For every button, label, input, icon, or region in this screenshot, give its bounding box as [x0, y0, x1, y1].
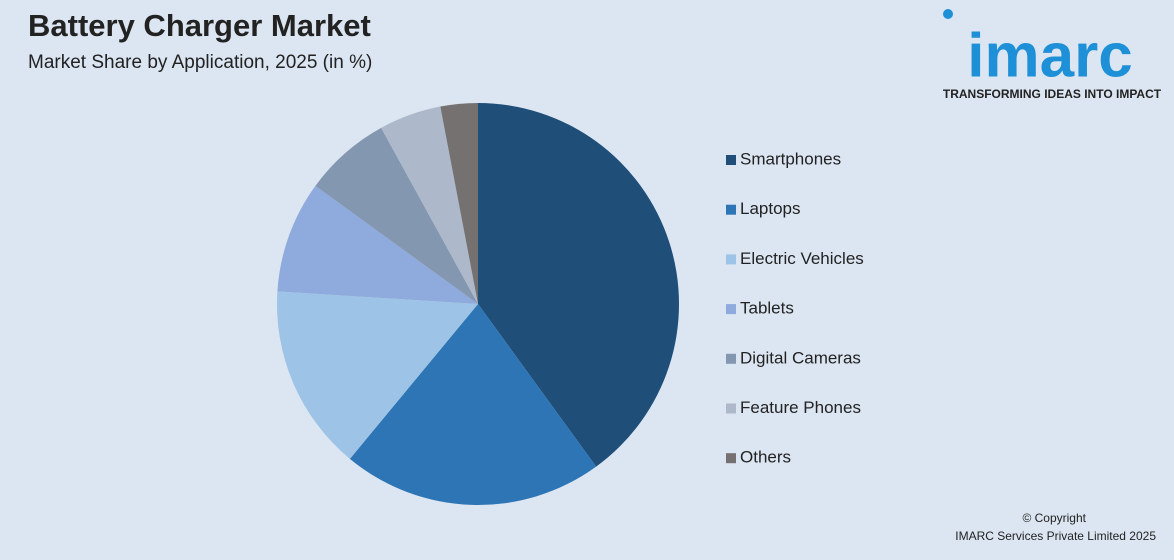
pie-slice [478, 103, 679, 467]
legend-label: Others [740, 448, 791, 467]
legend-label: Electric Vehicles [740, 249, 864, 268]
legend-label: Laptops [740, 199, 801, 218]
chart-title: Battery Charger Market [28, 8, 371, 43]
pie-slice [381, 106, 478, 304]
legend-swatch [726, 353, 736, 364]
copyright: © Copyright [1022, 511, 1086, 525]
legend-swatch [726, 453, 736, 464]
legend-swatch [726, 155, 736, 165]
pie-slice [349, 304, 597, 506]
legend-swatch [726, 204, 736, 215]
pie-slice [315, 127, 478, 304]
pie-slice [440, 103, 478, 304]
legend-swatch [726, 254, 736, 265]
logo-tagline: TRANSFORMING IDEAS INTO IMPACT [943, 87, 1162, 101]
chart-subtitle: Market Share by Application, 2025 (in %) [28, 52, 372, 73]
logo-dot [943, 9, 953, 19]
logo: imarc [967, 21, 1132, 90]
company: IMARC Services Private Limited 2025 [955, 529, 1156, 543]
pie-slice [277, 185, 478, 304]
legend-swatch [726, 304, 736, 315]
legend-label: Smartphones [740, 149, 841, 168]
legend-label: Digital Cameras [740, 348, 861, 367]
pie-slice [277, 291, 478, 459]
legend-swatch [726, 403, 736, 414]
legend-label: Tablets [740, 299, 794, 318]
legend-label: Feature Phones [740, 398, 861, 417]
